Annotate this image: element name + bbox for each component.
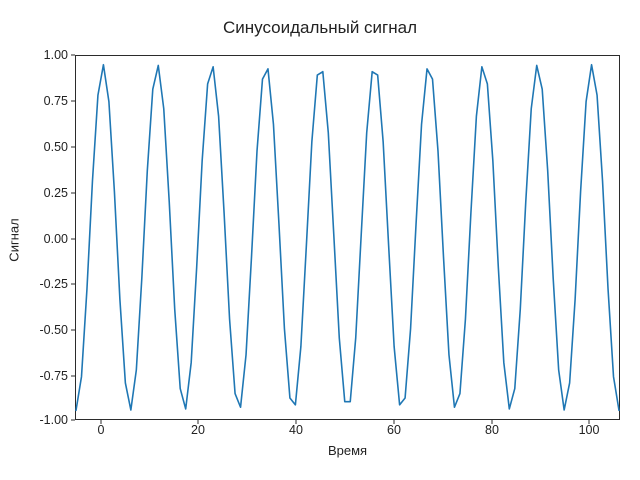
y-tick-label-2: 0.50 (13, 140, 68, 154)
plot-area (75, 55, 620, 420)
y-tick-label-6: -0.50 (13, 323, 68, 337)
y-tick-label-7: -0.75 (13, 369, 68, 383)
x-tick-label-0: 0 (98, 423, 105, 437)
x-tick-label-5: 100 (579, 423, 600, 437)
chart-figure: Синусоидальный сигнал Сигнал Время 1.00 … (0, 0, 640, 480)
x-tick-mark-2 (296, 420, 297, 424)
x-tick-label-2: 40 (289, 423, 303, 437)
x-tick-mark-5 (589, 420, 590, 424)
x-tick-mark-3 (394, 420, 395, 424)
y-tick-label-5: -0.25 (13, 277, 68, 291)
x-tick-mark-1 (198, 420, 199, 424)
signal-polyline[interactable] (76, 65, 619, 411)
x-tick-label-3: 60 (387, 423, 401, 437)
x-tick-label-1: 20 (191, 423, 205, 437)
y-tick-label-3: 0.25 (13, 186, 68, 200)
y-tick-label-4: 0.00 (13, 232, 68, 246)
chart-title: Синусоидальный сигнал (0, 18, 640, 38)
x-tick-mark-4 (492, 420, 493, 424)
x-axis-label: Время (75, 443, 620, 458)
x-tick-mark-0 (101, 420, 102, 424)
y-tick-label-1: 0.75 (13, 94, 68, 108)
y-tick-label-8: -1.00 (13, 413, 68, 427)
y-tick-label-0: 1.00 (13, 48, 68, 62)
signal-line-chart[interactable] (76, 56, 619, 419)
x-tick-label-4: 80 (485, 423, 499, 437)
